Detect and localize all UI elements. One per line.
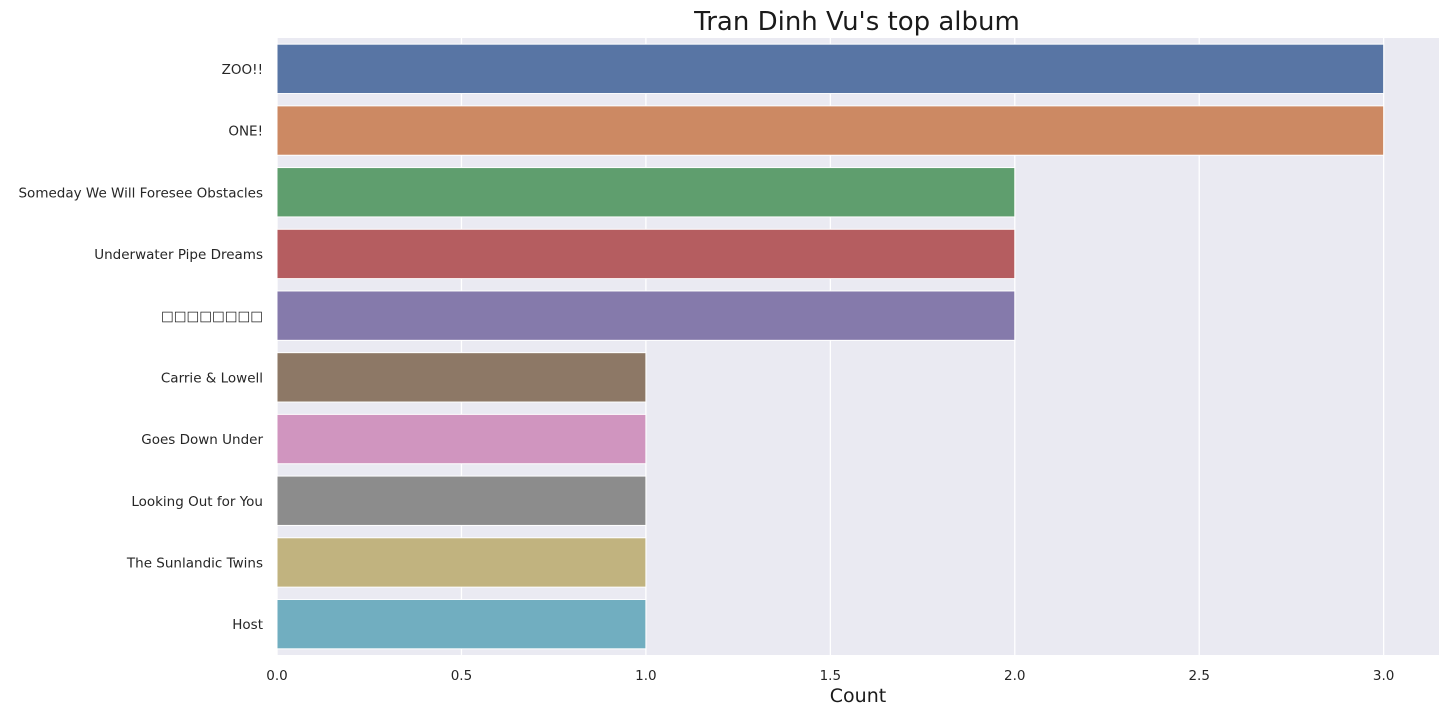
bar [276,537,647,588]
bars [276,43,1385,650]
x-tick-label: 1.5 [820,668,841,684]
category-label: ONE! [228,124,263,140]
x-tick-labels: 0.0 0.5 1.0 1.5 2.0 2.5 3.0 [266,668,1394,684]
x-tick-label: 0.5 [451,668,472,684]
category-label: Underwater Pipe Dreams [94,247,263,263]
category-label: Carrie & Lowell [161,370,263,386]
bar [276,598,647,650]
category-label: Goes Down Under [141,432,263,448]
category-label: Host [232,617,263,633]
category-label: Someday We Will Foresee Obstacles [18,185,263,201]
x-tick-label: 1.0 [635,668,656,684]
bar [276,290,1016,341]
x-tick-label: 3.0 [1373,668,1394,684]
category-label: □□□□□□□□ [161,309,263,325]
bar [276,413,647,465]
x-axis-label: Count [830,685,886,707]
category-label: The Sunlandic Twins [126,555,263,571]
chart-title: Tran Dinh Vu's top album [693,7,1020,37]
category-labels: ZOO!! ONE! Someday We Will Foresee Obstacl… [18,62,263,633]
category-label: ZOO!! [222,62,263,78]
bar [276,167,1016,218]
x-tick-label: 0.0 [266,668,287,684]
bar [276,228,1016,280]
x-tick-label: 2.0 [1004,668,1025,684]
category-label: Looking Out for You [131,494,263,510]
x-tick-label: 2.5 [1188,668,1209,684]
bar [276,43,1385,95]
bar [276,475,647,526]
bar [276,352,647,403]
bar [276,105,1385,156]
